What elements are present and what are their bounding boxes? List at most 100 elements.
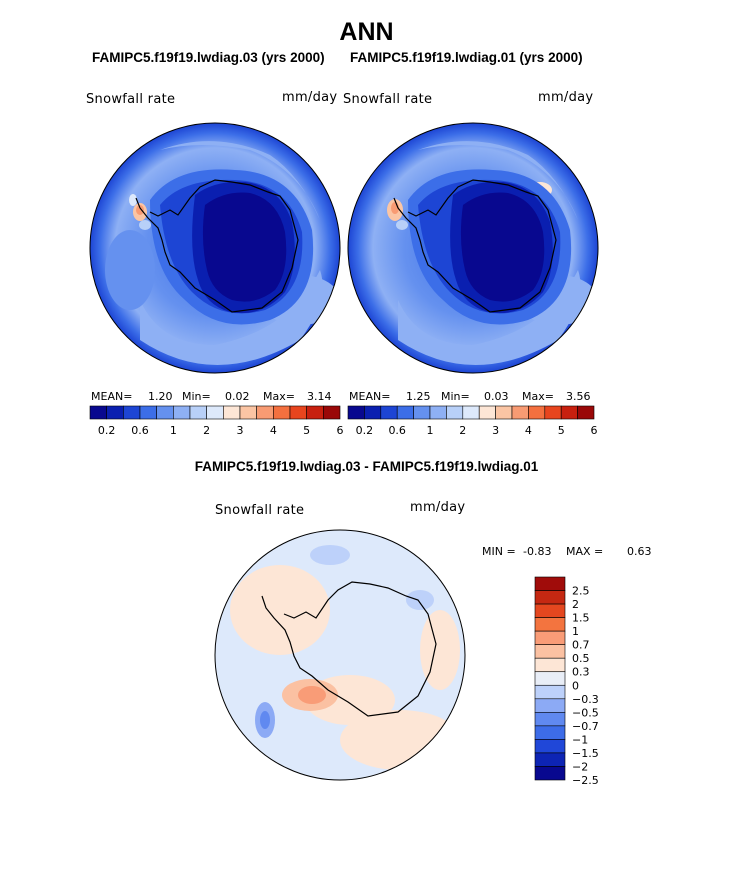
panel-2-colorbar-swatch-8 xyxy=(478,405,496,420)
diff-colorbar-swatch-13 xyxy=(534,752,566,767)
panel-2-colorbar-tick-label: 3 xyxy=(492,424,499,437)
diff-colorbar-swatch-11 xyxy=(534,725,566,740)
panel-2-colorbar-swatch-9 xyxy=(495,405,513,420)
diff-colorbar-tick-label: −0.7 xyxy=(572,720,599,733)
diff-colorbar-tick-label: −1 xyxy=(572,733,588,746)
diff-min-label: MIN = xyxy=(482,545,516,558)
panel-2-colorbar-tick-label: 2 xyxy=(459,424,466,437)
diff-title: FAMIPC5.f19f19.lwdiag.03 - FAMIPC5.f19f1… xyxy=(194,459,539,474)
panel-2-colorbar-swatch-2 xyxy=(380,405,398,420)
panel-2-colorbar-swatch-3 xyxy=(396,405,414,420)
diff-variable-label: Snowfall rate xyxy=(215,503,305,518)
panel-2-units-label: mm/day xyxy=(538,90,594,105)
panel-1-colorbar-swatch-2 xyxy=(123,405,141,420)
panel-1-units-label: mm/day xyxy=(282,90,338,105)
panel-2-max-value: 3.56 xyxy=(566,390,591,403)
panel-1-colorbar-swatch-6 xyxy=(189,405,207,420)
diff-max-label: MAX = xyxy=(566,545,604,558)
diff-units-label: mm/day xyxy=(410,500,466,515)
panel-2-colorbar-swatch-6 xyxy=(446,405,464,420)
panel-2-colorbar-tick-label: 4 xyxy=(525,424,532,437)
panel-2-case-title: FAMIPC5.f19f19.lwdiag.01 (yrs 2000) xyxy=(350,50,583,65)
panel-2-mean-value: 1.25 xyxy=(406,390,431,403)
diff-colorbar-tick-label: 0.5 xyxy=(572,652,590,665)
panel-2-colorbar-tick-label: 5 xyxy=(558,424,565,437)
diff-map xyxy=(214,529,466,781)
panel-2-map xyxy=(347,122,599,374)
panel-1-min-value: 0.02 xyxy=(225,390,250,403)
panel-1-mean-label: MEAN= xyxy=(91,390,133,403)
panel-1-colorbar-tick-label: 2 xyxy=(203,424,210,437)
diff-colorbar-swatch-3 xyxy=(534,617,566,632)
figure-title: ANN xyxy=(339,18,394,46)
panel-2-colorbar-swatch-4 xyxy=(413,405,431,420)
panel-1-colorbar-swatch-10 xyxy=(256,405,274,420)
diff-colorbar-tick-label: −2.5 xyxy=(572,774,599,787)
diff-colorbar-tick-label: 0 xyxy=(572,679,579,692)
panel-2-variable-label: Snowfall rate xyxy=(343,92,433,107)
diff-colorbar-tick-label: 2.5 xyxy=(572,585,590,598)
panel-2-max-label: Max= xyxy=(522,390,554,403)
panel-2-colorbar-tick-label: 6 xyxy=(591,424,598,437)
diff-colorbar-swatch-12 xyxy=(534,739,566,754)
panel-2-colorbar-swatch-1 xyxy=(364,405,382,420)
panel-1-colorbar-swatch-14 xyxy=(323,405,341,420)
panel-2-mean-label: MEAN= xyxy=(349,390,391,403)
panel-1-colorbar-swatch-11 xyxy=(273,405,291,420)
panel-1-case-title: FAMIPC5.f19f19.lwdiag.03 (yrs 2000) xyxy=(92,50,325,65)
panel-1-colorbar-swatch-1 xyxy=(106,405,124,420)
panel-2-colorbar-swatch-14 xyxy=(577,405,595,420)
diff-colorbar-tick-label: 0.7 xyxy=(572,639,590,652)
panel-1-colorbar-swatch-8 xyxy=(223,405,241,420)
panel-1-colorbar-tick-label: 0.6 xyxy=(131,424,149,437)
diff-colorbar-tick-label: 2 xyxy=(572,598,579,611)
panel-1-colorbar-swatch-9 xyxy=(239,405,257,420)
diff-colorbar-swatch-9 xyxy=(534,698,566,713)
panel-2-colorbar-swatch-11 xyxy=(528,405,546,420)
panel-1-map xyxy=(89,122,341,374)
panel-1-colorbar-swatch-12 xyxy=(289,405,307,420)
panel-2-min-label: Min= xyxy=(441,390,470,403)
diff-colorbar-tick-label: −2 xyxy=(572,760,588,773)
panel-1-colorbar-tick-label: 5 xyxy=(303,424,310,437)
panel-1-mean-value: 1.20 xyxy=(148,390,173,403)
panel-1-colorbar-swatch-13 xyxy=(306,405,324,420)
panel-2-min-value: 0.03 xyxy=(484,390,509,403)
panel-1-colorbar-tick-label: 1 xyxy=(170,424,177,437)
diff-colorbar-swatch-6 xyxy=(534,657,566,673)
panel-2-colorbar-swatch-7 xyxy=(462,405,480,420)
diff-colorbar-swatch-2 xyxy=(534,603,566,618)
panel-2-colorbar-swatch-12 xyxy=(544,405,562,420)
panel-1-colorbar: 0.2 0.6 1 2 3 4 5 6 xyxy=(89,405,344,437)
diff-colorbar-tick-label: −0.5 xyxy=(572,706,599,719)
diff-colorbar-tick-label: 1 xyxy=(572,625,579,638)
panel-1-variable-label: Snowfall rate xyxy=(86,92,176,107)
panel-1-colorbar-tick-label: 6 xyxy=(337,424,344,437)
diff-colorbar: 2.521.510.70.50.30−0.3−0.5−0.7−1−1.5−2−2… xyxy=(534,576,599,787)
panel-1-colorbar-swatch-0 xyxy=(89,405,107,420)
panel-1-min-label: Min= xyxy=(182,390,211,403)
diff-colorbar-tick-label: −0.3 xyxy=(572,693,599,706)
diff-max-value: 0.63 xyxy=(627,545,652,558)
panel-1-colorbar-swatch-3 xyxy=(139,405,157,420)
diff-colorbar-swatch-1 xyxy=(534,590,566,605)
diff-colorbar-swatch-14 xyxy=(534,766,566,781)
panel-2-colorbar-swatch-0 xyxy=(347,405,365,420)
panel-2-colorbar-swatch-5 xyxy=(429,405,447,420)
diff-colorbar-swatch-7 xyxy=(534,671,566,686)
diff-colorbar-tick-label: 1.5 xyxy=(572,612,590,625)
panel-1-colorbar-tick-label: 0.2 xyxy=(98,424,116,437)
diff-colorbar-swatch-8 xyxy=(534,684,566,700)
panel-2-colorbar-swatch-10 xyxy=(511,405,529,420)
panel-2-colorbar: 0.2 0.6 1 2 3 4 5 6 xyxy=(347,405,598,437)
diff-colorbar-swatch-0 xyxy=(534,576,566,591)
diff-min-value: -0.83 xyxy=(523,545,552,558)
diff-colorbar-swatch-10 xyxy=(534,712,566,727)
panel-2-colorbar-swatch-13 xyxy=(560,405,578,420)
panel-1-colorbar-swatch-7 xyxy=(206,405,224,420)
diff-colorbar-swatch-5 xyxy=(534,644,566,659)
panel-1-colorbar-swatch-4 xyxy=(156,405,174,420)
panel-1-colorbar-tick-label: 3 xyxy=(237,424,244,437)
diff-colorbar-swatch-4 xyxy=(534,630,566,645)
